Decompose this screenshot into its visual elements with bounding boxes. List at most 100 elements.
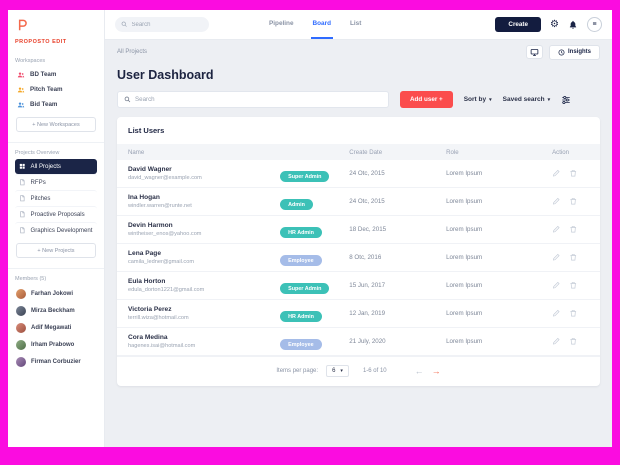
divider	[8, 268, 104, 269]
user-email: hagenes.isai@hotmail.com	[128, 342, 196, 349]
insights-button[interactable]: Insights	[548, 44, 600, 60]
user-email: wintheiser_enos@yahoo.com	[128, 230, 202, 237]
member-item[interactable]: Farhan Jokowi	[15, 285, 97, 302]
role-text: Lorem Ipsum	[446, 198, 483, 205]
logo-p-icon	[15, 19, 29, 36]
sidebar-item-pitch-team[interactable]: Pitch Team	[15, 82, 97, 97]
member-item[interactable]: Irham Prabowo	[15, 336, 97, 353]
search-icon	[124, 96, 131, 103]
new-projects-button[interactable]: + New Projects	[16, 243, 96, 258]
member-item[interactable]: Adif Megawati	[15, 319, 97, 336]
role-badge: Admin	[280, 199, 313, 210]
display-toggle-button[interactable]	[525, 45, 543, 59]
role-text: Lorem Ipsum	[446, 338, 483, 345]
menu-icon[interactable]: ≡	[587, 17, 602, 32]
document-icon	[19, 195, 26, 202]
content-area: Pipeline Board List Create ⚙ ≡ All Proje…	[105, 10, 612, 447]
pagination-range: 1-6 of 10	[362, 368, 387, 374]
items-per-page-select[interactable]: 6 ▾	[326, 365, 349, 377]
prev-page-button[interactable]: ←	[414, 366, 424, 376]
sidebar-item-bid-team[interactable]: Bid Team	[15, 97, 97, 112]
projects-list: All Projects RFPs Pitches	[15, 159, 97, 238]
member-name: Mirza Beckham	[31, 307, 75, 314]
edit-icon[interactable]	[552, 337, 561, 346]
sidebar-item-proactive-proposals[interactable]: Proactive Proposals	[15, 206, 97, 222]
team-icon	[17, 86, 25, 94]
delete-icon[interactable]	[569, 309, 578, 318]
edit-icon[interactable]	[552, 253, 561, 262]
delete-icon[interactable]	[569, 169, 578, 178]
members-label: Members (5)	[15, 276, 47, 282]
page-title: User Dashboard	[117, 68, 214, 82]
gear-icon[interactable]: ⚙	[550, 18, 559, 30]
breadcrumb-bar: All Projects Insights	[105, 40, 612, 64]
delete-icon[interactable]	[569, 281, 578, 290]
sidebar-item-pitches[interactable]: Pitches	[15, 190, 97, 206]
breadcrumb-actions: Insights	[525, 44, 600, 60]
tab-list[interactable]: List	[349, 20, 362, 27]
avatar	[16, 356, 26, 367]
column-action: Action	[552, 148, 570, 156]
table-header: Name Create Date Role Action	[117, 144, 600, 160]
table-row: David Wagner david_wagner@example.com Sup…	[117, 160, 600, 188]
project-label: RFPs	[30, 179, 46, 186]
breadcrumb: All Projects	[117, 49, 148, 55]
member-item[interactable]: Firman Corbuzier	[15, 353, 97, 370]
create-date: 24 Otc, 2015	[349, 198, 385, 205]
role-text: Lorem Ipsum	[446, 226, 483, 233]
avatar	[16, 322, 26, 333]
create-date: 12 Jan, 2019	[349, 310, 386, 317]
tab-board[interactable]: Board	[310, 10, 333, 39]
filter-sliders-icon[interactable]	[561, 95, 571, 105]
user-search-input[interactable]	[135, 96, 382, 103]
saved-search-dropdown[interactable]: Saved search ▾	[503, 96, 550, 103]
sidebar-item-graphics-development[interactable]: Graphics Development	[15, 222, 97, 238]
user-email: camila_ledner@gmail.com	[128, 258, 194, 265]
member-item[interactable]: Mirza Beckham	[15, 302, 97, 319]
role-text: Lorem Ipsum	[446, 170, 483, 177]
create-date: 8 Otc, 2016	[349, 254, 382, 261]
create-date: 15 Jun, 2017	[349, 282, 386, 289]
user-email: windler.warren@runte.net	[128, 202, 192, 209]
delete-icon[interactable]	[569, 197, 578, 206]
avatar	[16, 288, 26, 299]
edit-icon[interactable]	[552, 281, 561, 290]
role-badge: Employee	[280, 339, 322, 350]
edit-icon[interactable]	[552, 169, 561, 178]
user-name: Lena Page	[128, 250, 161, 258]
role-badge: HR Admin	[280, 227, 322, 238]
team-icon	[17, 71, 25, 79]
clock-icon	[558, 49, 565, 55]
sidebar-item-bd-team[interactable]: BD Team	[15, 67, 97, 82]
delete-icon[interactable]	[569, 337, 578, 346]
user-name: Devin Harmon	[128, 222, 173, 230]
edit-icon[interactable]	[552, 225, 561, 234]
sidebar-item-all-projects[interactable]: All Projects	[15, 159, 97, 174]
user-search[interactable]	[117, 91, 389, 108]
tab-pipeline[interactable]: Pipeline	[269, 20, 294, 27]
bell-icon[interactable]	[568, 20, 578, 30]
document-icon	[19, 211, 26, 218]
user-name: Cora Medina	[128, 334, 168, 342]
add-user-button[interactable]: Add user +	[400, 91, 453, 108]
next-page-button[interactable]: →	[431, 366, 441, 376]
project-label: Proactive Proposals	[30, 211, 85, 218]
new-workspaces-button[interactable]: + New Workspaces	[16, 117, 96, 132]
global-search-input[interactable]	[131, 21, 203, 28]
list-users-card: List Users Name Create Date Role Action …	[117, 117, 600, 386]
create-button[interactable]: Create	[495, 17, 542, 32]
document-icon	[19, 227, 26, 234]
edit-icon[interactable]	[552, 309, 561, 318]
delete-icon[interactable]	[569, 253, 578, 262]
column-role: Role	[446, 148, 459, 156]
workspace-label: Pitch Team	[30, 86, 63, 93]
sort-by-dropdown[interactable]: Sort by ▾	[464, 96, 492, 103]
top-header: Pipeline Board List Create ⚙ ≡	[105, 10, 612, 40]
sidebar-item-rfps[interactable]: RFPs	[15, 174, 97, 190]
user-email: edula_dorton1221@gmail.com	[128, 286, 205, 293]
pagination: Items per page: 6 ▾ 1-6 of 10 ← →	[117, 356, 600, 386]
global-search[interactable]	[115, 17, 209, 32]
edit-icon[interactable]	[552, 197, 561, 206]
search-icon	[121, 21, 127, 28]
delete-icon[interactable]	[569, 225, 578, 234]
